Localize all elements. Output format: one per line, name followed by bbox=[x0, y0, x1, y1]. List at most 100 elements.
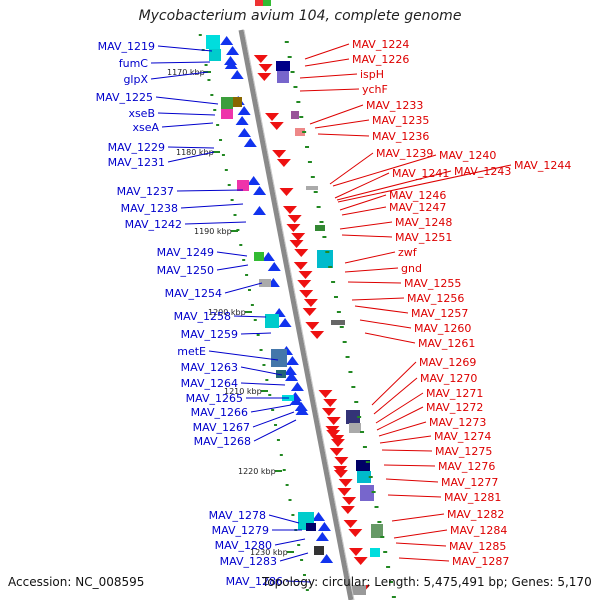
gene-label-left[interactable]: MAV_1263 bbox=[181, 361, 238, 374]
gene-label-left[interactable]: MAV_1254 bbox=[165, 287, 222, 300]
gene-label-left[interactable]: MAV_1231 bbox=[108, 156, 165, 169]
gene-arrow bbox=[243, 138, 257, 147]
gene-label-left[interactable]: MAV_1238 bbox=[121, 202, 178, 215]
gene-label-left[interactable]: MAV_1250 bbox=[157, 264, 214, 277]
gene-label-right[interactable]: ychF bbox=[362, 83, 388, 96]
gene-arrow bbox=[293, 262, 308, 270]
gene-label-right[interactable]: MAV_1246 bbox=[389, 189, 446, 202]
gene-label-left[interactable]: MAV_1286 bbox=[226, 575, 283, 588]
gene-label-right[interactable]: MAV_1272 bbox=[426, 401, 483, 414]
gene-label-left[interactable]: MAV_1283 bbox=[220, 555, 277, 568]
gene-label-left[interactable]: glpX bbox=[123, 73, 148, 86]
gene-label-right[interactable]: MAV_1284 bbox=[450, 524, 507, 537]
map-title: Mycobacterium avium 104, complete genome bbox=[138, 8, 462, 24]
gene-label-right[interactable]: MAV_1239 bbox=[376, 147, 433, 160]
gene-label-right[interactable]: MAV_1251 bbox=[395, 231, 452, 244]
gene-label-right[interactable]: MAV_1255 bbox=[404, 277, 461, 290]
gene-label-left[interactable]: xseB bbox=[128, 107, 155, 120]
gene-label-left[interactable]: MAV_1219 bbox=[98, 40, 155, 53]
gene-label-right[interactable]: MAV_1282 bbox=[447, 508, 504, 521]
minor-tick bbox=[279, 454, 283, 456]
gene-label-right[interactable]: MAV_1256 bbox=[407, 292, 464, 305]
gene-label-right[interactable]: MAV_1260 bbox=[414, 322, 471, 335]
gene-arrow bbox=[285, 372, 298, 381]
gene-label-right[interactable]: zwf bbox=[398, 246, 418, 259]
gene-label-right[interactable]: MAV_1240 bbox=[439, 149, 496, 162]
gene-label-right[interactable]: gnd bbox=[401, 262, 422, 275]
minor-tick bbox=[245, 274, 249, 276]
gene-label-right[interactable]: MAV_1273 bbox=[429, 416, 486, 429]
minor-tick bbox=[262, 364, 266, 366]
label-line-right bbox=[344, 251, 396, 264]
label-line-right bbox=[334, 172, 390, 199]
gene-label-left[interactable]: MAV_1280 bbox=[215, 539, 272, 552]
gene-label-left[interactable]: xseA bbox=[132, 121, 159, 134]
minor-tick bbox=[285, 484, 289, 486]
gene-label-right[interactable]: MAV_1285 bbox=[449, 540, 506, 553]
gene-label-right[interactable]: MAV_1287 bbox=[452, 555, 509, 568]
gene-label-left[interactable]: MAV_1279 bbox=[212, 524, 269, 537]
gene-label-left[interactable]: MAV_1268 bbox=[194, 435, 251, 448]
gene-label-right[interactable]: MAV_1224 bbox=[352, 38, 409, 51]
gene-label-left[interactable]: MAV_1258 bbox=[174, 310, 231, 323]
gene-label-left[interactable]: MAV_1264 bbox=[181, 377, 238, 390]
label-line-left bbox=[216, 264, 249, 271]
length-value: 5,475,491 bp; bbox=[423, 575, 508, 589]
gene-arrow bbox=[310, 331, 325, 339]
scale-tick-label: 1190 kbp bbox=[194, 227, 232, 236]
gene-label-right[interactable]: MAV_1236 bbox=[372, 130, 429, 143]
gene-label-right[interactable]: MAV_1277 bbox=[441, 476, 498, 489]
minor-tick bbox=[288, 499, 292, 501]
gene-label-right[interactable]: MAV_1261 bbox=[418, 337, 475, 350]
gene-label-right[interactable]: MAV_1269 bbox=[419, 356, 476, 369]
gene-label-right[interactable]: MAV_1241 bbox=[392, 167, 449, 180]
gene-label-right[interactable]: MAV_1281 bbox=[444, 491, 501, 504]
minor-tick bbox=[351, 386, 356, 388]
gene-label-left[interactable]: MAV_1265 bbox=[186, 392, 243, 405]
gene-label-left[interactable]: fumC bbox=[119, 57, 149, 70]
gene-label-left[interactable]: MAV_1266 bbox=[191, 406, 248, 419]
minor-tick bbox=[227, 184, 231, 186]
gene-label-right[interactable]: MAV_1233 bbox=[366, 99, 423, 112]
gene-label-left[interactable]: MAV_1249 bbox=[157, 246, 214, 259]
gene-label-right[interactable]: MAV_1244 bbox=[514, 159, 571, 172]
gene-label-left[interactable]: MAV_1242 bbox=[125, 218, 182, 231]
minor-tick bbox=[236, 229, 240, 231]
label-line-right bbox=[381, 449, 433, 452]
gene-arrow bbox=[338, 479, 353, 487]
label-line-left bbox=[157, 45, 213, 52]
minor-tick bbox=[310, 176, 315, 178]
label-line-right bbox=[383, 464, 436, 467]
feature-block bbox=[233, 97, 242, 107]
gene-label-right[interactable]: MAV_1270 bbox=[420, 372, 477, 385]
label-line-left bbox=[224, 282, 263, 294]
gene-label-right[interactable]: MAV_1275 bbox=[435, 445, 492, 458]
gene-label-right[interactable]: MAV_1235 bbox=[372, 114, 429, 127]
gene-label-right[interactable]: MAV_1276 bbox=[438, 460, 495, 473]
gene-label-right[interactable]: MAV_1257 bbox=[411, 307, 468, 320]
minor-tick bbox=[333, 296, 338, 298]
gene-label-left[interactable]: MAV_1225 bbox=[96, 91, 153, 104]
genome-info-line: Topology: circular; Length: 5,475,491 bp… bbox=[262, 575, 592, 589]
label-line-right bbox=[341, 234, 393, 238]
gene-label-right[interactable]: MAV_1274 bbox=[434, 430, 491, 443]
gene-label-left[interactable]: MAV_1259 bbox=[181, 328, 238, 341]
label-line-right bbox=[339, 221, 393, 230]
minor-tick bbox=[233, 214, 237, 216]
gene-label-left[interactable]: MAV_1229 bbox=[108, 141, 165, 154]
gene-label-right[interactable]: MAV_1247 bbox=[389, 201, 446, 214]
scale-tick-label: 1230 kbp bbox=[250, 548, 288, 557]
gene-label-right[interactable]: MAV_1271 bbox=[426, 387, 483, 400]
gene-label-right[interactable]: ispH bbox=[360, 68, 384, 81]
label-line-left bbox=[274, 538, 306, 546]
gene-label-left[interactable]: MAV_1267 bbox=[193, 421, 250, 434]
gene-label-left[interactable]: MAV_1237 bbox=[117, 185, 174, 198]
gene-arrow bbox=[224, 60, 238, 69]
gene-label-left[interactable]: metE bbox=[177, 345, 206, 358]
gene-label-right[interactable]: MAV_1226 bbox=[352, 53, 409, 66]
minor-tick bbox=[287, 56, 292, 58]
gene-label-right[interactable]: MAV_1243 bbox=[454, 165, 511, 178]
gene-label-right[interactable]: MAV_1248 bbox=[395, 216, 452, 229]
gene-label-left[interactable]: MAV_1278 bbox=[209, 509, 266, 522]
gene-arrow bbox=[258, 64, 273, 72]
